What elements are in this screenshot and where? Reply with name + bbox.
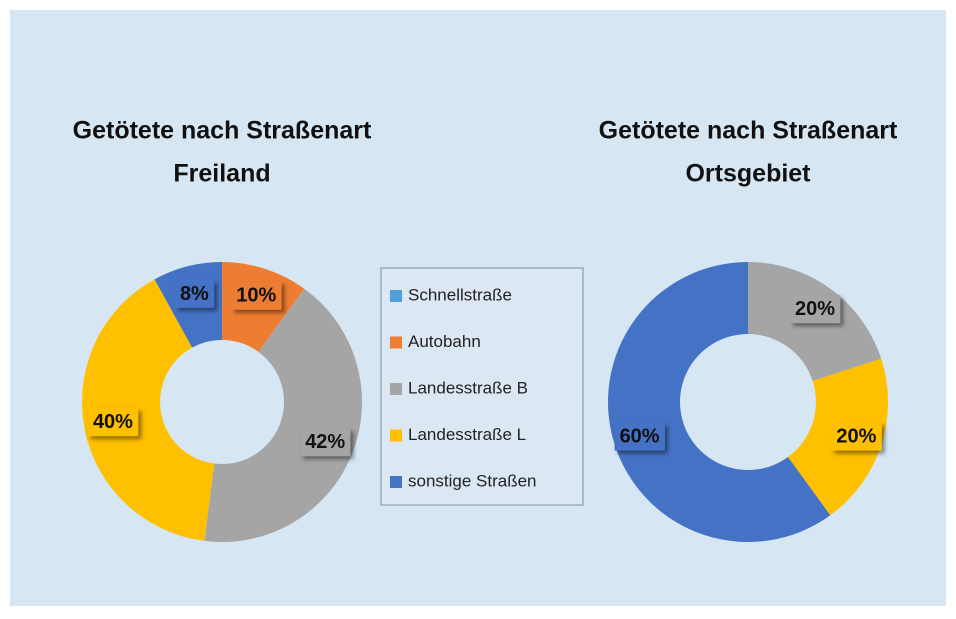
legend-swatch (390, 383, 402, 395)
data-label: 8% (180, 283, 209, 305)
data-label-box (300, 428, 351, 457)
legend-label: Landesstraße L (408, 425, 526, 444)
legend-swatch (390, 476, 402, 488)
data-label: 20% (836, 426, 876, 448)
data-label: 40% (93, 411, 133, 433)
data-label: 20% (795, 298, 835, 320)
data-label-box (174, 279, 215, 308)
donut-slice (82, 279, 215, 541)
data-label-box (614, 422, 665, 451)
donut-slice (608, 262, 831, 542)
legend-label: Schnellstraße (408, 285, 512, 304)
data-label-box (831, 422, 882, 451)
legend-swatch (390, 429, 402, 442)
legend-label: Autobahn (408, 332, 481, 351)
data-label: 10% (236, 285, 276, 307)
legend-swatch (390, 336, 402, 349)
data-label-box (231, 281, 282, 310)
data-label-box (789, 295, 841, 324)
chart-subtitle: Ortsgebiet (685, 160, 811, 188)
data-label-box (87, 408, 139, 437)
legend-swatch (390, 290, 402, 302)
chart-subtitle: Freiland (173, 160, 270, 188)
data-label: 42% (305, 431, 345, 453)
chart-title: Getötete nach Straßenart (599, 117, 898, 145)
legend-box (380, 267, 584, 506)
legend-label: sonstige Straßen (408, 471, 537, 490)
chart-title: Getötete nach Straßenart (73, 117, 372, 145)
data-label: 60% (620, 426, 660, 448)
donut-slice (204, 288, 362, 542)
legend-label: Landesstraße B (408, 378, 528, 397)
